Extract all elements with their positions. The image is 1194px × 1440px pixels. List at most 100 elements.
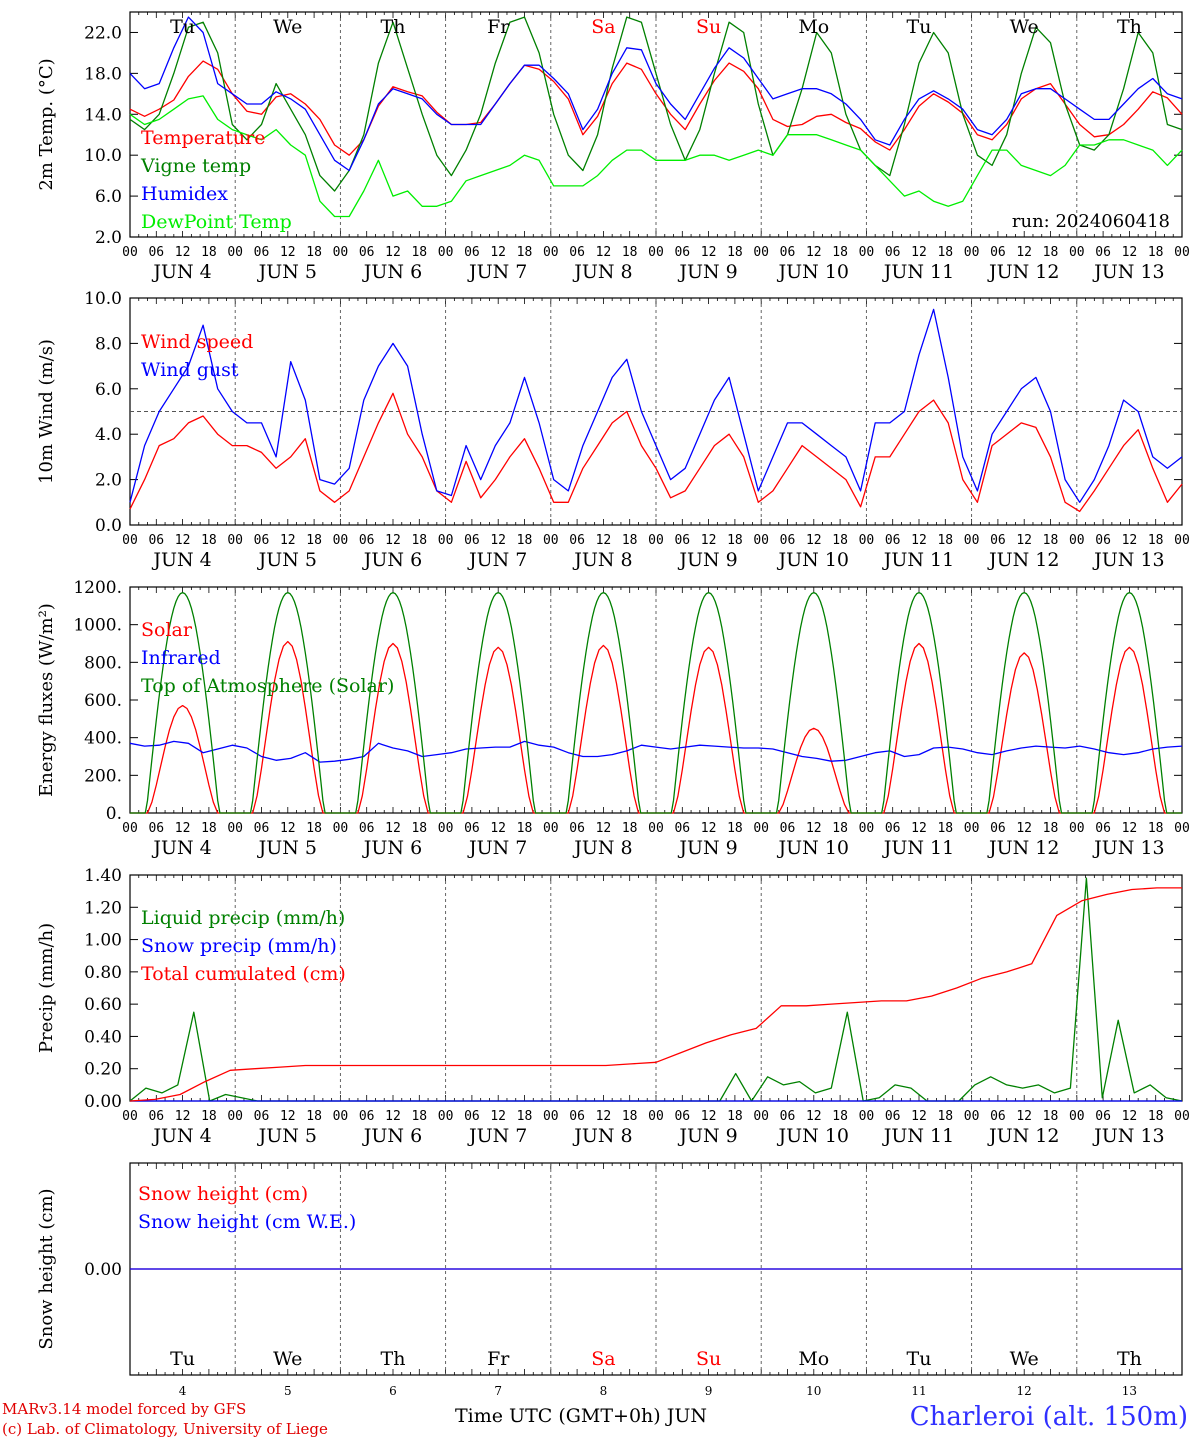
y-tick-label: 8.0 xyxy=(95,334,122,354)
y-tick-label: 10.0 xyxy=(84,289,122,309)
y-tick-label: 0.60 xyxy=(84,995,122,1015)
hour-label: 18 xyxy=(727,1109,743,1124)
hour-label: 12 xyxy=(701,245,717,260)
hour-label: 18 xyxy=(517,1109,533,1124)
date-label: JUN 9 xyxy=(677,261,737,283)
y-tick-label: 0.00 xyxy=(84,1092,122,1112)
hour-label: 12 xyxy=(280,821,296,836)
hour-label: 00 xyxy=(964,1109,980,1124)
hour-label: 00 xyxy=(1069,1109,1085,1124)
hour-label: 06 xyxy=(990,245,1006,260)
legend-entry: DewPoint Temp xyxy=(141,211,292,233)
day-number-label: 13 xyxy=(1122,1384,1137,1398)
hour-label: 12 xyxy=(911,245,927,260)
panel-frame xyxy=(129,11,1183,238)
date-label: JUN 7 xyxy=(467,837,527,859)
date-label: JUN 12 xyxy=(987,549,1059,571)
date-label: JUN 11 xyxy=(882,837,954,859)
y-tick-label: 4.0 xyxy=(95,425,122,445)
hour-label: 06 xyxy=(148,533,164,548)
hour-label: 12 xyxy=(701,533,717,548)
date-label: JUN 5 xyxy=(257,1125,317,1147)
hour-label: 06 xyxy=(148,1109,164,1124)
hour-label: 12 xyxy=(1016,533,1032,548)
hour-label: 00 xyxy=(227,1109,243,1124)
y-tick-label: 0.00 xyxy=(84,1260,122,1280)
hour-label: 12 xyxy=(490,821,506,836)
hour-label: 00 xyxy=(227,245,243,260)
hour-label: 00 xyxy=(122,1109,138,1124)
weekday-label: Mo xyxy=(798,1348,829,1370)
date-label: JUN 5 xyxy=(257,261,317,283)
hour-label: 18 xyxy=(727,821,743,836)
y-tick-label: 2.0 xyxy=(95,471,122,491)
hour-label: 00 xyxy=(753,533,769,548)
hour-label: 00 xyxy=(648,821,664,836)
hour-label: 12 xyxy=(1016,245,1032,260)
hour-label: 12 xyxy=(385,1109,401,1124)
hour-label: 00 xyxy=(648,533,664,548)
hour-label: 18 xyxy=(201,821,217,836)
date-label: JUN 4 xyxy=(151,549,211,571)
weekday-label: We xyxy=(1010,1348,1039,1370)
hour-label: 18 xyxy=(937,245,953,260)
weekday-label: Su xyxy=(696,16,721,38)
hour-label: 18 xyxy=(622,821,638,836)
hour-label: 12 xyxy=(806,533,822,548)
hour-label: 06 xyxy=(885,821,901,836)
hour-label: 06 xyxy=(254,821,270,836)
hour-label: 12 xyxy=(385,821,401,836)
hour-label: 06 xyxy=(1095,245,1111,260)
y-axis-label: 2m Temp. (°C) xyxy=(36,58,57,190)
hour-label: 18 xyxy=(937,1109,953,1124)
legend-entry: Temperature xyxy=(141,127,265,149)
y-tick-label: 0. xyxy=(106,804,122,824)
date-label: JUN 5 xyxy=(257,549,317,571)
day-number-label: 10 xyxy=(806,1384,821,1398)
hour-label: 00 xyxy=(859,821,875,836)
hour-label: 06 xyxy=(148,245,164,260)
hour-label: 00 xyxy=(859,533,875,548)
hour-label: 06 xyxy=(464,245,480,260)
hour-label: 06 xyxy=(780,245,796,260)
legend-entry: Snow height (cm) xyxy=(138,1183,308,1205)
hour-label: 00 xyxy=(543,821,559,836)
hour-label: 12 xyxy=(175,533,191,548)
weekday-label: Fr xyxy=(487,16,510,38)
hour-label: 00 xyxy=(438,821,454,836)
hour-label: 18 xyxy=(411,1109,427,1124)
hour-label: 06 xyxy=(464,821,480,836)
legend-entry: Liquid precip (mm/h) xyxy=(141,907,345,929)
date-label: JUN 8 xyxy=(572,837,632,859)
y-tick-label: 1.00 xyxy=(84,931,122,951)
hour-label: 18 xyxy=(622,1109,638,1124)
infrared-line xyxy=(129,740,1183,763)
date-label: JUN 9 xyxy=(677,837,737,859)
weekday-label: Tu xyxy=(170,16,195,38)
hour-label: 06 xyxy=(885,1109,901,1124)
hour-label: 00 xyxy=(964,533,980,548)
legend-entry: Total cumulated (cm) xyxy=(141,963,346,985)
lab-credit: (c) Lab. of Climatology, University of L… xyxy=(2,1420,328,1438)
weekday-label: Mo xyxy=(798,16,829,38)
weekday-label: Tu xyxy=(907,16,932,38)
hour-label: 00 xyxy=(543,533,559,548)
hour-label: 06 xyxy=(359,821,375,836)
day-number-label: 8 xyxy=(600,1384,608,1398)
hour-label: 18 xyxy=(306,821,322,836)
date-label: JUN 7 xyxy=(467,549,527,571)
hour-label: 00 xyxy=(1174,1109,1190,1124)
hour-label: 18 xyxy=(411,245,427,260)
hour-label: 12 xyxy=(911,533,927,548)
y-tick-label: 0.20 xyxy=(84,1060,122,1080)
weekday-label: We xyxy=(1010,16,1039,38)
weekday-label: We xyxy=(273,1348,302,1370)
hour-label: 12 xyxy=(701,1109,717,1124)
y-axis-label: 10m Wind (m/s) xyxy=(36,339,57,484)
y-tick-label: 1200. xyxy=(73,578,122,598)
date-label: JUN 11 xyxy=(882,261,954,283)
date-label: JUN 13 xyxy=(1092,837,1164,859)
weekday-label: Tu xyxy=(907,1348,932,1370)
hour-label: 12 xyxy=(596,533,612,548)
hour-label: 18 xyxy=(517,245,533,260)
